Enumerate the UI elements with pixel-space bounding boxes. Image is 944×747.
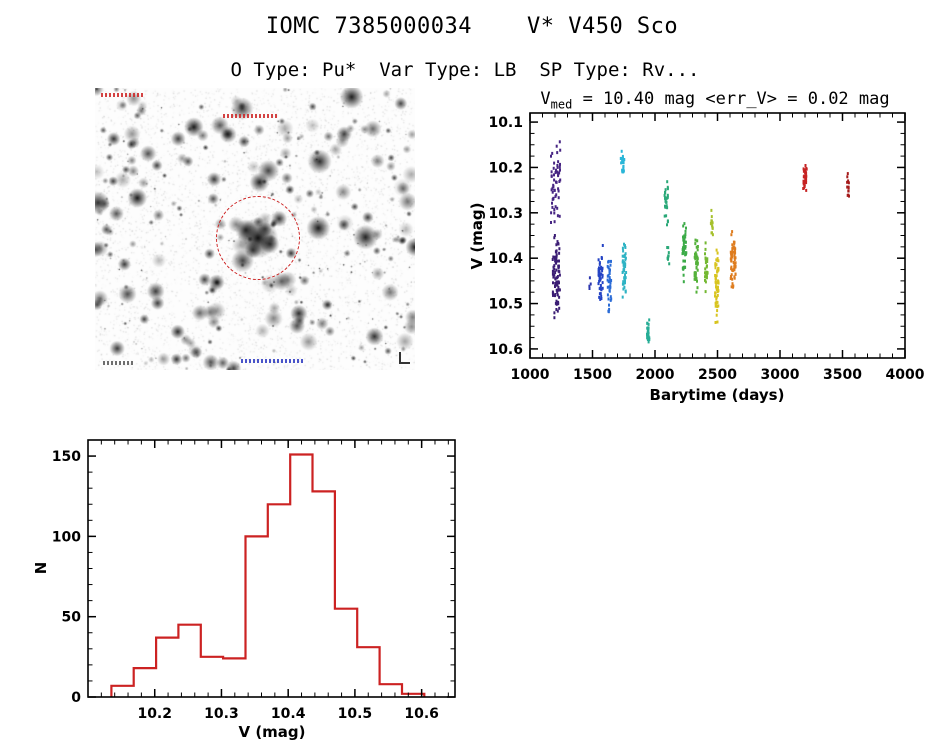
lightcurve-frame: 1000 1500 2000 2500 3000 3500 4000 10.1 10.2 10.3… [488, 112, 925, 383]
target-circle [216, 196, 300, 280]
svg-text:1500: 1500 [573, 367, 612, 383]
svg-text:10.5: 10.5 [488, 297, 523, 313]
histogram-panel: 10.2 10.3 10.4 10.5 10.6 0 50 100 150 V (mag) N [30, 432, 500, 744]
svg-text:0: 0 [71, 690, 81, 706]
lightcurve-ylabel: V (mag) [468, 202, 486, 269]
finder-annotation-bottom-left [103, 361, 133, 365]
svg-text:10.5: 10.5 [338, 706, 373, 722]
finder-chart [95, 88, 415, 370]
svg-text:2500: 2500 [698, 367, 737, 383]
svg-text:10.2: 10.2 [137, 706, 172, 722]
histogram-bars [110, 453, 426, 697]
histogram-frame: 10.2 10.3 10.4 10.5 10.6 0 50 100 150 [52, 439, 456, 722]
svg-text:10.1: 10.1 [488, 115, 523, 131]
lightcurve-svg: 1000 1500 2000 2500 3000 3500 4000 10.1 10.2 10.3… [468, 112, 925, 404]
svg-text:10.2: 10.2 [488, 160, 523, 176]
finder-annotation-target-label [223, 114, 279, 118]
svg-text:10.4: 10.4 [271, 706, 306, 722]
finder-annotation-bottom [241, 359, 303, 363]
lightcurve-panel: 1000 1500 2000 2500 3000 3500 4000 10.1 10.2 10.3… [440, 84, 940, 416]
lightcurve-xlabel: Barytime (days) [650, 386, 785, 404]
finder-annotation-top-left [101, 93, 145, 97]
lightcurve-title-v: V [540, 89, 551, 109]
histogram-svg: 10.2 10.3 10.4 10.5 10.6 0 50 100 150 V (mag) N [32, 439, 456, 741]
svg-text:10.3: 10.3 [204, 706, 239, 722]
svg-text:1000: 1000 [511, 367, 550, 383]
svg-text:3000: 3000 [761, 367, 800, 383]
lightcurve-title-sub: med [550, 97, 573, 112]
svg-text:10.6: 10.6 [488, 342, 523, 358]
svg-text:150: 150 [52, 449, 81, 465]
histogram-xlabel: V (mag) [238, 723, 305, 741]
svg-text:10.6: 10.6 [404, 706, 439, 722]
page-subtitle: O Type: Pu* Var Type: LB SP Type: Rv... [230, 59, 700, 81]
svg-text:50: 50 [62, 610, 82, 626]
lightcurve-title-rest: = 10.40 mag <err_V> = 0.02 mag [572, 89, 890, 109]
svg-text:100: 100 [52, 529, 81, 545]
page-title: IOMC 7385000034 V* V450 Sco [265, 14, 679, 39]
histogram-ylabel: N [32, 562, 50, 575]
finder-compass-mark [399, 352, 410, 364]
svg-text:2000: 2000 [636, 367, 675, 383]
svg-text:10.4: 10.4 [488, 251, 523, 267]
svg-text:10.3: 10.3 [488, 206, 523, 222]
lightcurve-title: Vmed = 10.40 mag <err_V> = 0.02 mag [500, 89, 930, 111]
svg-text:4000: 4000 [886, 367, 925, 383]
svg-text:3500: 3500 [823, 367, 862, 383]
lightcurve-points [550, 140, 850, 344]
